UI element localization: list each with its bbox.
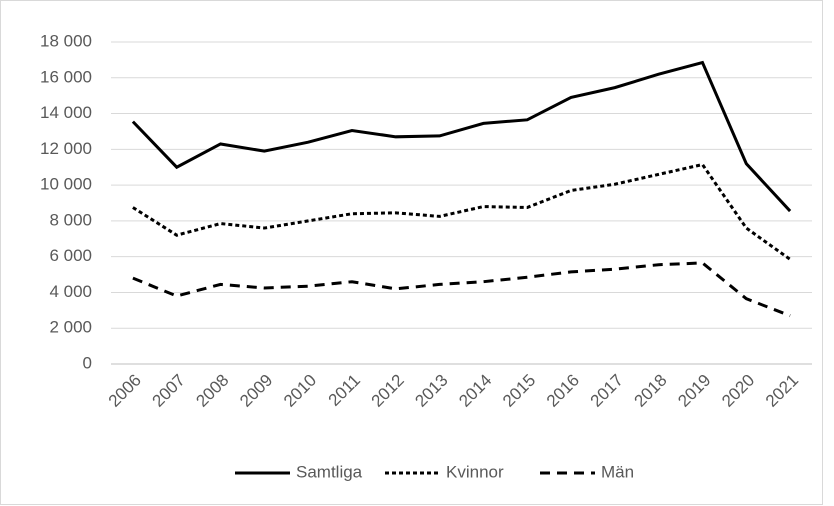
- y-tick-label: 18 000: [40, 31, 92, 50]
- y-tick-label: 6 000: [49, 246, 92, 265]
- y-tick-label: 16 000: [40, 67, 92, 86]
- legend-label: Män: [601, 462, 634, 481]
- y-tick-label: 12 000: [40, 139, 92, 158]
- y-tick-label: 14 000: [40, 103, 92, 122]
- y-tick-label: 4 000: [49, 282, 92, 301]
- y-tick-label: 10 000: [40, 175, 92, 194]
- series-line: [132, 162, 791, 261]
- legend-label: Samtliga: [296, 462, 363, 481]
- y-tick-label: 0: [83, 353, 92, 372]
- legend-label: Kvinnor: [446, 462, 504, 481]
- series-line: [131, 60, 792, 213]
- y-tick-label: 2 000: [49, 318, 92, 337]
- y-tick-label: 8 000: [49, 210, 92, 229]
